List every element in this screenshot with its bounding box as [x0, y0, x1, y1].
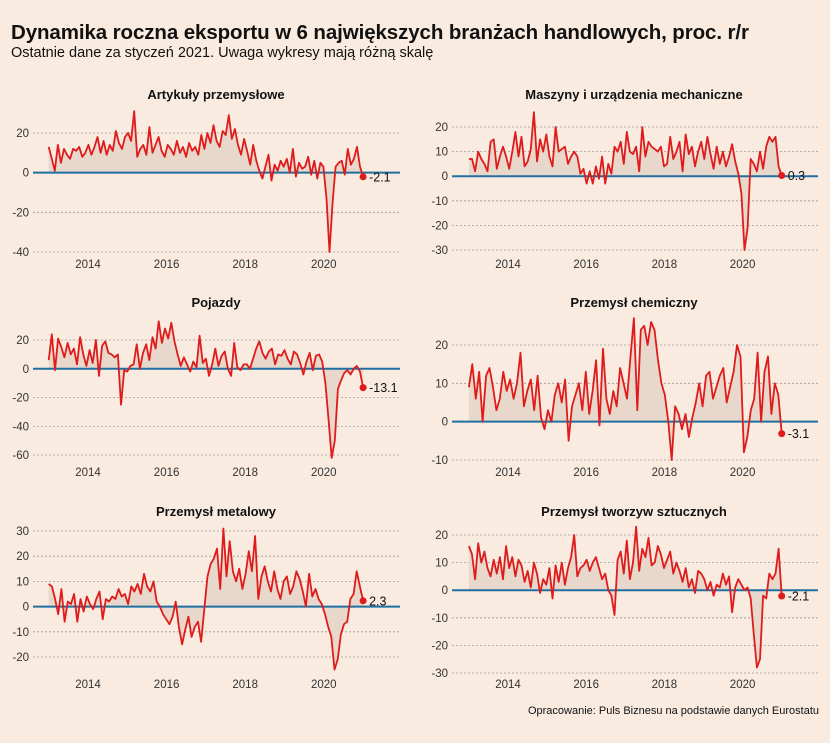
y-tick-label: 10	[16, 576, 29, 588]
chart-panel-5: Przemysł metalowy 30 20 10 0 -10 -20 2014 2016 20…	[12, 504, 400, 691]
x-tick-label: 2014	[495, 679, 521, 691]
y-tick-label: 10	[435, 558, 448, 570]
y-tick-label: -20	[431, 640, 448, 652]
y-tick-label: 0	[23, 602, 29, 614]
panel-title: Maszyny i urządzenia mechaniczne	[525, 87, 742, 102]
x-tick-label: 2016	[154, 259, 180, 271]
x-tick-label: 2014	[495, 259, 521, 271]
y-tick-label: -40	[12, 421, 29, 433]
x-tick-label: 2018	[652, 467, 678, 479]
y-tick-label: 20	[435, 530, 448, 542]
chart-panel-6: Przemysł tworzyw sztucznych 20 10 0 -10 -20 -3…	[431, 504, 818, 691]
y-tick-label: -10	[12, 627, 29, 639]
last-value-dot	[778, 430, 786, 438]
x-tick-label: 2020	[730, 679, 756, 691]
y-tick-label: -10	[431, 196, 448, 208]
x-tick-label: 2014	[75, 259, 101, 271]
x-tick-label: 2014	[495, 467, 521, 479]
y-tick-label: 20	[16, 551, 29, 563]
y-tick-label: -10	[431, 613, 448, 625]
y-tick-label: -10	[431, 455, 448, 467]
series-line	[468, 111, 783, 251]
y-tick-label: 20	[16, 335, 29, 347]
y-tick-label: 30	[16, 526, 29, 538]
series-line	[48, 527, 364, 671]
x-tick-label: 2020	[311, 467, 337, 479]
x-tick-label: 2016	[573, 259, 599, 271]
x-tick-label: 2016	[573, 679, 599, 691]
last-value-dot	[778, 592, 786, 600]
x-tick-label: 2016	[154, 467, 180, 479]
area-fill	[468, 112, 782, 250]
page-subtitle: Ostatnie dane za styczeń 2021. Uwaga wyk…	[11, 45, 434, 61]
panel-title: Przemysł metalowy	[156, 504, 277, 519]
last-value-label: -2.1	[788, 590, 810, 604]
y-tick-label: 10	[435, 378, 448, 390]
y-tick-label: -60	[12, 450, 29, 462]
last-value-label: -2.1	[369, 170, 391, 184]
series-line	[468, 525, 783, 669]
x-tick-label: 2018	[232, 259, 258, 271]
last-value-dot	[778, 172, 786, 179]
y-tick-label: -20	[12, 207, 29, 219]
page-title: Dynamika roczna eksportu w 6 największyc…	[11, 21, 749, 44]
y-tick-label: -40	[12, 247, 29, 259]
last-value-label: 0.3	[788, 169, 805, 183]
area-fill	[48, 111, 364, 252]
y-tick-label: 0	[442, 171, 448, 183]
area-fill	[48, 321, 364, 458]
x-tick-label: 2020	[311, 679, 337, 691]
y-tick-label: -30	[431, 245, 448, 257]
y-tick-label: 0	[442, 417, 448, 429]
panel-title: Artykuły przemysłowe	[147, 87, 284, 102]
last-value-dot	[359, 173, 367, 181]
x-tick-label: 2020	[730, 259, 756, 271]
chart-panel-3: Pojazdy 20 0 -20 -40 -60 2014 2016 2018 2020 -13.1	[12, 295, 400, 479]
last-value-label: -3.1	[788, 427, 810, 441]
y-tick-label: 0	[23, 168, 29, 180]
y-tick-label: 20	[435, 340, 448, 352]
x-tick-label: 2018	[232, 679, 258, 691]
y-tick-label: 20	[16, 128, 29, 140]
x-tick-label: 2020	[311, 259, 337, 271]
x-tick-label: 2014	[75, 679, 101, 691]
chart-panel-1: Artykuły przemysłowe 20 0 -20 -40 2014 2016 201…	[12, 87, 400, 271]
series-line	[468, 317, 783, 461]
source-note: Opracowanie: Puls Biznesu na podstawie d…	[527, 705, 819, 717]
x-tick-label: 2016	[573, 467, 599, 479]
x-tick-label: 2014	[75, 467, 101, 479]
panel-title: Pojazdy	[191, 295, 241, 310]
chart-panel-2: Maszyny i urządzenia mechaniczne 20 10 0 -10…	[431, 87, 818, 271]
x-tick-label: 2018	[652, 679, 678, 691]
last-value-label: -13.1	[369, 381, 398, 395]
y-tick-label: 0	[23, 364, 29, 376]
y-tick-label: 20	[435, 122, 448, 134]
x-tick-label: 2018	[232, 467, 258, 479]
x-tick-label: 2018	[652, 259, 678, 271]
x-tick-label: 2016	[154, 679, 180, 691]
y-tick-label: -20	[431, 220, 448, 232]
y-tick-label: 10	[435, 147, 448, 159]
x-tick-label: 2020	[730, 467, 756, 479]
last-value-dot	[359, 597, 367, 605]
y-tick-label: 0	[442, 585, 448, 597]
last-value-dot	[359, 384, 367, 392]
y-tick-label: -20	[12, 652, 29, 664]
y-tick-label: -30	[431, 668, 448, 680]
series-line	[47, 320, 364, 459]
last-value-label: 2.3	[369, 594, 386, 608]
series-line	[47, 110, 364, 253]
panel-title: Przemysł chemiczny	[570, 295, 698, 310]
panel-title: Przemysł tworzyw sztucznych	[541, 504, 727, 519]
chart-panel-4: Przemysł chemiczny 20 10 0 -10 2014 2016 2018 20…	[431, 295, 818, 479]
y-tick-label: -20	[12, 393, 29, 405]
